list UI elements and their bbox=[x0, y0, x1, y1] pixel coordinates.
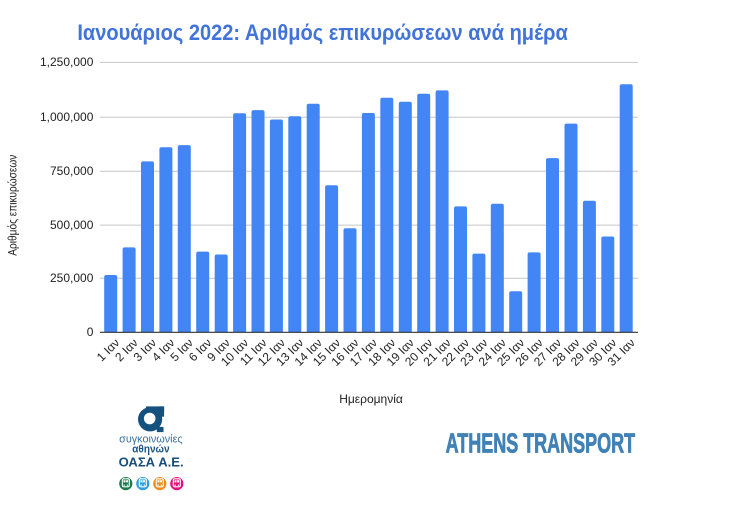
svg-text:0: 0 bbox=[87, 325, 94, 339]
svg-text:1,250,000: 1,250,000 bbox=[40, 55, 94, 69]
svg-text:250,000: 250,000 bbox=[50, 271, 94, 285]
svg-text:750,000: 750,000 bbox=[50, 164, 94, 178]
svg-text:συγκοινωνίες: συγκοινωνίες bbox=[119, 434, 183, 446]
svg-text:Αριθμός επικυρώσεων: Αριθμός επικυρώσεων bbox=[5, 155, 19, 256]
svg-text:1,000,000: 1,000,000 bbox=[40, 110, 94, 124]
svg-text:Ημερομηνία: Ημερομηνία bbox=[339, 392, 403, 406]
svg-text:Ιανουάριος 2022: Αριθμός επικυ: Ιανουάριος 2022: Αριθμός επικυρώσεων ανά… bbox=[77, 20, 568, 45]
svg-text:αθηνών: αθηνών bbox=[132, 444, 169, 456]
svg-text:ΟΑΣΑ Α.Ε.: ΟΑΣΑ Α.Ε. bbox=[119, 454, 184, 469]
svg-text:ATHENS TRANSPORT: ATHENS TRANSPORT bbox=[446, 427, 636, 458]
svg-text:500,000: 500,000 bbox=[50, 218, 94, 232]
